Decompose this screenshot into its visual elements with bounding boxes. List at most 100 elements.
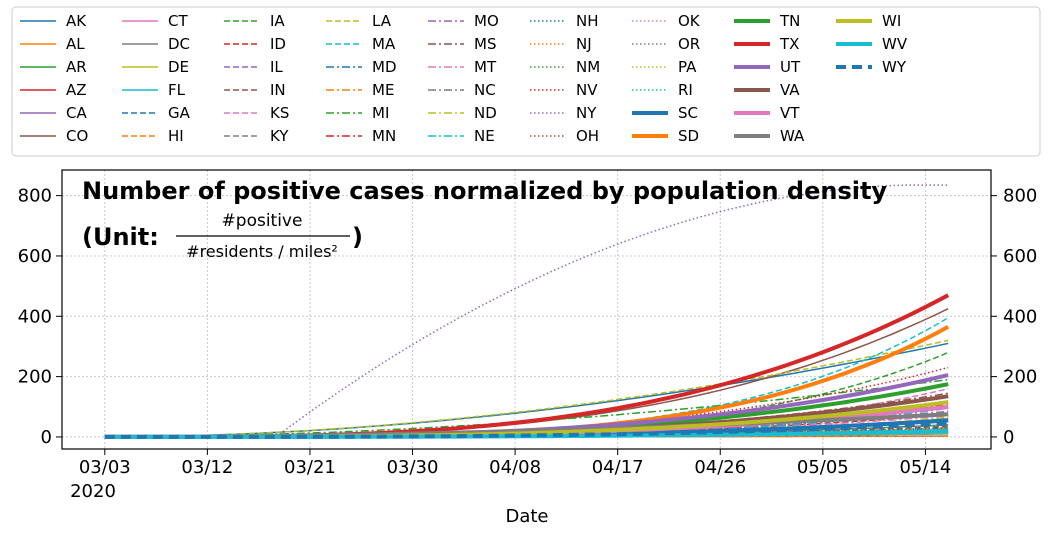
y-tick-label-right: 600 — [1003, 246, 1037, 267]
legend-label: NE — [474, 127, 495, 145]
legend-item-vt[interactable]: VT — [734, 104, 800, 122]
x-tick-label: 05/14 — [899, 457, 951, 478]
legend-item-de[interactable]: DE — [122, 58, 189, 76]
legend-label: OR — [678, 35, 700, 53]
legend-label: CA — [66, 104, 87, 122]
legend-item-fl[interactable]: FL — [122, 81, 186, 99]
legend-item-oh[interactable]: OH — [530, 127, 599, 145]
legend-item-ar[interactable]: AR — [20, 58, 87, 76]
legend-item-or[interactable]: OR — [632, 35, 700, 53]
y-tick-label-left: 200 — [18, 367, 52, 388]
plot-area: 0 200 400 600 800 0 200 400 600 800 03/03 03/12 03… — [18, 169, 1037, 478]
x-tick-label: 04/17 — [592, 457, 644, 478]
legend-item-il[interactable]: IL — [224, 58, 283, 76]
legend-item-tx[interactable]: TX — [734, 35, 799, 53]
legend-item-ks[interactable]: KS — [224, 104, 289, 122]
legend-item-la[interactable]: LA — [326, 12, 392, 30]
legend-item-hi[interactable]: HI — [122, 127, 184, 145]
legend-label: ND — [474, 104, 497, 122]
legend-label: FL — [168, 81, 186, 99]
legend-label: AR — [66, 58, 87, 76]
legend-item-ma[interactable]: MA — [326, 35, 396, 53]
x-axis-label: Date — [505, 506, 548, 527]
legend-item-wi[interactable]: WI — [836, 12, 901, 30]
legend-item-nh[interactable]: NH — [530, 12, 599, 30]
y-tick-label-left: 600 — [18, 246, 52, 267]
legend-label: OH — [576, 127, 599, 145]
legend-item-az[interactable]: AZ — [20, 81, 87, 99]
legend-item-ms[interactable]: MS — [428, 35, 496, 53]
legend-item-wa[interactable]: WA — [734, 127, 805, 145]
legend-label: WI — [882, 12, 901, 30]
title-unit-suffix: ) — [352, 223, 363, 251]
legend-label: MN — [372, 127, 396, 145]
legend-item-wy[interactable]: WY — [836, 58, 907, 76]
legend-item-mi[interactable]: MI — [326, 104, 389, 122]
legend-label: IN — [270, 81, 286, 99]
legend-item-ca[interactable]: CA — [20, 104, 87, 122]
legend-label: NV — [576, 81, 598, 99]
legend-item-ct[interactable]: CT — [122, 12, 188, 30]
legend-item-id[interactable]: ID — [224, 35, 286, 53]
y-tick-label-right: 800 — [1003, 186, 1037, 207]
title-unit-numerator: #positive — [222, 211, 303, 231]
legend-label: KY — [270, 127, 289, 145]
legend-item-mo[interactable]: MO — [428, 12, 499, 30]
legend-item-nm[interactable]: NM — [530, 58, 600, 76]
legend-label: NY — [576, 104, 597, 122]
legend-label: MT — [474, 58, 497, 76]
legend-label: VA — [780, 81, 800, 99]
legend-item-pa[interactable]: PA — [632, 58, 697, 76]
legend-item-dc[interactable]: DC — [122, 35, 190, 53]
legend-label: MO — [474, 12, 499, 30]
legend-label: SD — [678, 127, 699, 145]
legend-item-co[interactable]: CO — [20, 127, 88, 145]
title-unit-prefix: (Unit: — [82, 223, 159, 251]
legend-item-in[interactable]: IN — [224, 81, 286, 99]
legend-label: TX — [779, 35, 799, 53]
legend-label: IA — [270, 12, 285, 30]
legend-label: MA — [372, 35, 396, 53]
legend-item-ok[interactable]: OK — [632, 12, 701, 30]
x-tick-label: 04/08 — [489, 457, 541, 478]
legend-item-ga[interactable]: GA — [122, 104, 191, 122]
legend-label: TN — [779, 12, 800, 30]
legend-item-nc[interactable]: NC — [428, 81, 496, 99]
legend-label: LA — [372, 12, 392, 30]
x-tick-label: 03/03 — [79, 457, 131, 478]
legend-item-ia[interactable]: IA — [224, 12, 285, 30]
legend-label: WA — [780, 127, 805, 145]
legend-label: PA — [678, 58, 697, 76]
plot-frame — [61, 169, 992, 450]
legend-item-al[interactable]: AL — [20, 35, 85, 53]
legend-label: OK — [678, 12, 701, 30]
legend-item-wv[interactable]: WV — [836, 35, 908, 53]
legend-item-nj[interactable]: NJ — [530, 35, 592, 53]
legend-item-ut[interactable]: UT — [734, 58, 801, 76]
legend-item-ri[interactable]: RI — [632, 81, 693, 99]
legend-item-va[interactable]: VA — [734, 81, 800, 99]
legend-item-mt[interactable]: MT — [428, 58, 497, 76]
legend-item-sc[interactable]: SC — [632, 104, 698, 122]
legend-item-me[interactable]: ME — [326, 81, 394, 99]
legend-item-ne[interactable]: NE — [428, 127, 495, 145]
legend-label: NJ — [576, 35, 592, 53]
legend-item-ky[interactable]: KY — [224, 127, 289, 145]
legend-label: NH — [576, 12, 599, 30]
legend-label: MS — [474, 35, 496, 53]
legend-item-sd[interactable]: SD — [632, 127, 699, 145]
legend-label: MD — [372, 58, 397, 76]
legend-item-ak[interactable]: AK — [20, 12, 87, 30]
legend-item-mn[interactable]: MN — [326, 127, 396, 145]
series-line-wy — [104, 421, 949, 439]
legend-item-nv[interactable]: NV — [530, 81, 598, 99]
x-tick-label: 03/12 — [181, 457, 233, 478]
y-tick-label-left: 800 — [18, 186, 52, 207]
legend-label: IL — [270, 58, 283, 76]
legend-frame — [11, 6, 1041, 157]
legend-label: VT — [780, 104, 800, 122]
legend-item-tn[interactable]: TN — [734, 12, 800, 30]
legend-item-ny[interactable]: NY — [530, 104, 597, 122]
legend-item-md[interactable]: MD — [326, 58, 397, 76]
legend-item-nd[interactable]: ND — [428, 104, 497, 122]
